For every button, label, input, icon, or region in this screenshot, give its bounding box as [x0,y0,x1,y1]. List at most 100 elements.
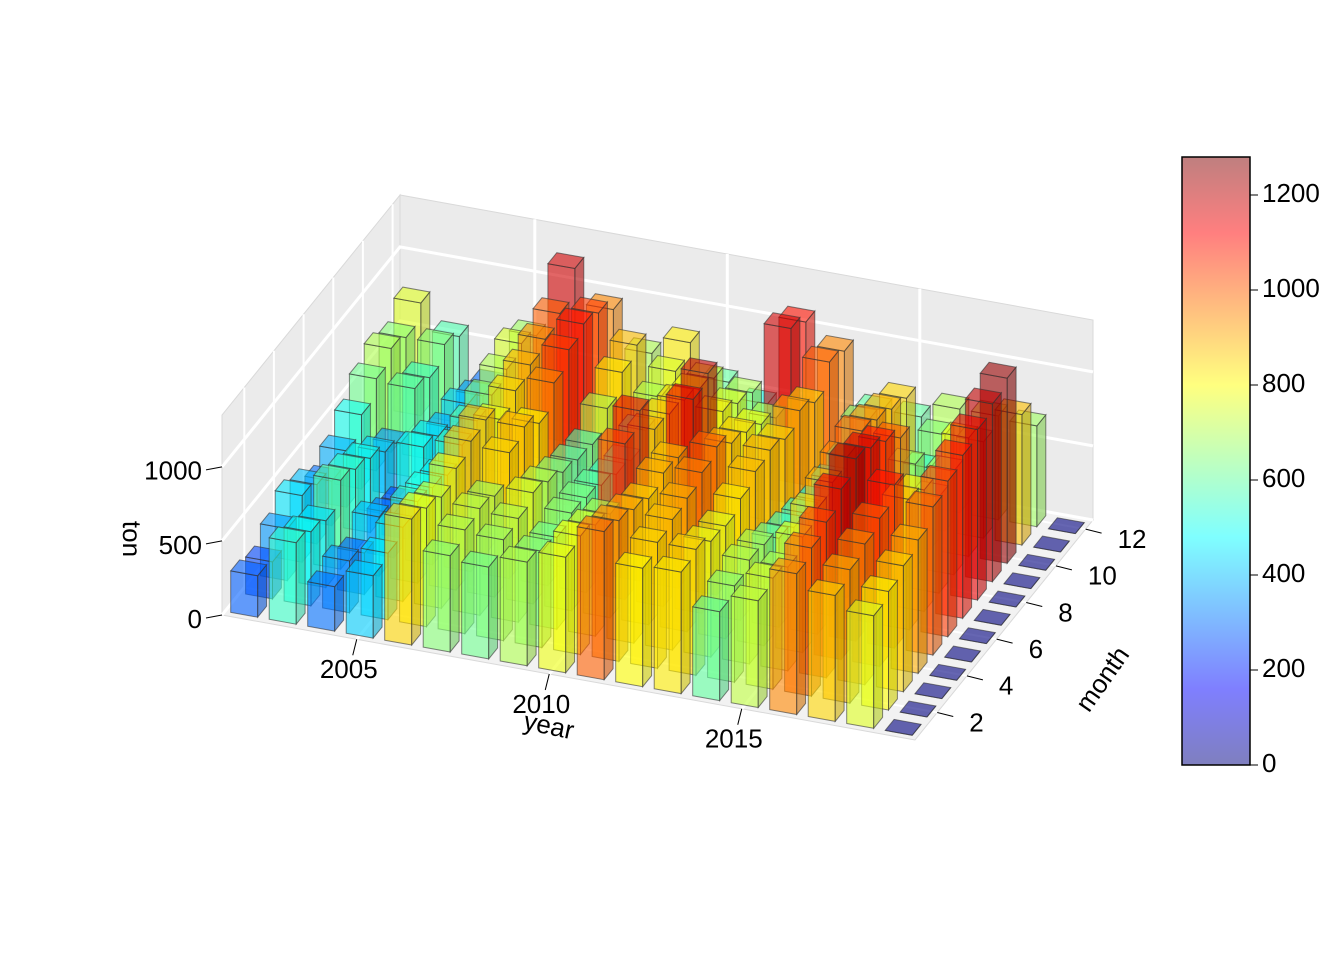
bar-face [549,443,588,461]
bar [988,590,1026,608]
bar-face [327,452,366,470]
bar [943,645,982,663]
bar-face [949,413,988,431]
bar-face [386,372,425,390]
tick-mark [1026,602,1043,607]
bar-face [520,465,558,483]
y-tick-label: 2 [969,707,983,737]
bar-face [899,700,937,718]
bar [460,550,499,661]
tick-mark [544,673,550,691]
bar-face [828,442,866,460]
colorbar-tick-label: 400 [1262,558,1305,588]
bar-face [991,391,1002,584]
bar [537,540,576,675]
bar-face [665,382,704,400]
bar-face [964,387,1003,405]
bar-face [570,296,609,314]
bar-face [783,531,822,549]
tick-mark [1085,528,1102,534]
bar-face [372,563,383,640]
tick-mark [737,708,743,725]
bar-face [307,581,336,632]
tick-mark [937,712,954,717]
bar-face [1017,553,1056,571]
bar [614,551,653,689]
bar-face [742,433,781,451]
bar-face [594,356,633,373]
bar-face [597,427,635,445]
y-tick-label: 12 [1118,524,1147,554]
bar-face [875,549,914,567]
bar-face [318,434,357,452]
bar-face [757,588,768,709]
bar-face [878,381,917,399]
bar-face [481,436,520,454]
bar-face [609,328,647,346]
bar-face [378,321,416,339]
bar-face [410,419,449,437]
y-tick-label: 8 [1058,597,1072,627]
bar-face [475,523,514,541]
bar-face [449,543,460,654]
tick-mark [205,614,223,619]
colorbar-tick-label: 800 [1262,368,1305,398]
bar-face [801,345,840,363]
bar-face [860,575,899,593]
x-tick-label: 2010 [512,689,570,719]
bar-face [863,392,902,410]
bar-face [642,555,653,689]
colorbar-tick-label: 200 [1262,653,1305,683]
bar-face [688,430,727,448]
bar-face [620,482,659,500]
bar-face [934,438,973,456]
bar-face [312,463,351,481]
tick-mark [205,466,223,471]
bar-face [813,472,852,490]
bar-face [268,526,307,544]
bar-face [488,554,499,661]
tick-mark [996,638,1013,644]
bar [928,663,967,681]
bar [306,570,345,633]
bar-face [979,361,1018,379]
bar-face [363,332,402,350]
bar-face [295,530,306,626]
bar-face [392,286,431,304]
bar-face [807,590,836,722]
bar-face [706,569,745,587]
bar [899,700,937,718]
z-axis-label: ton [117,521,147,557]
bar-face [873,603,884,730]
bar-face [345,570,374,639]
bar-face [460,550,499,568]
bar [1047,517,1086,535]
bar [1017,553,1056,571]
bar-face [384,513,413,646]
bar [1032,535,1071,553]
bar-face [1047,517,1086,535]
y-axis-label: month [1069,641,1135,717]
bar-face [635,456,674,474]
bar-face [496,410,535,428]
bar-face [836,527,875,545]
bar [730,584,769,709]
bar-face [1036,413,1047,529]
bar-face [822,553,860,571]
bar-face [919,464,958,482]
bar-face [411,506,422,647]
bar-face [274,479,313,497]
bar-face [490,502,529,520]
y-tick-label: 6 [1029,634,1043,664]
bar-face [757,422,795,440]
bar [268,526,307,626]
bar-face [1032,535,1071,553]
bar-face [807,579,846,597]
bar-face [538,551,567,674]
bar-face [771,394,810,412]
bar-face [680,559,691,696]
tick-mark [1055,565,1073,571]
bar-face [351,500,390,518]
x-tick-label: 2005 [320,654,378,684]
bar-face [866,468,905,486]
